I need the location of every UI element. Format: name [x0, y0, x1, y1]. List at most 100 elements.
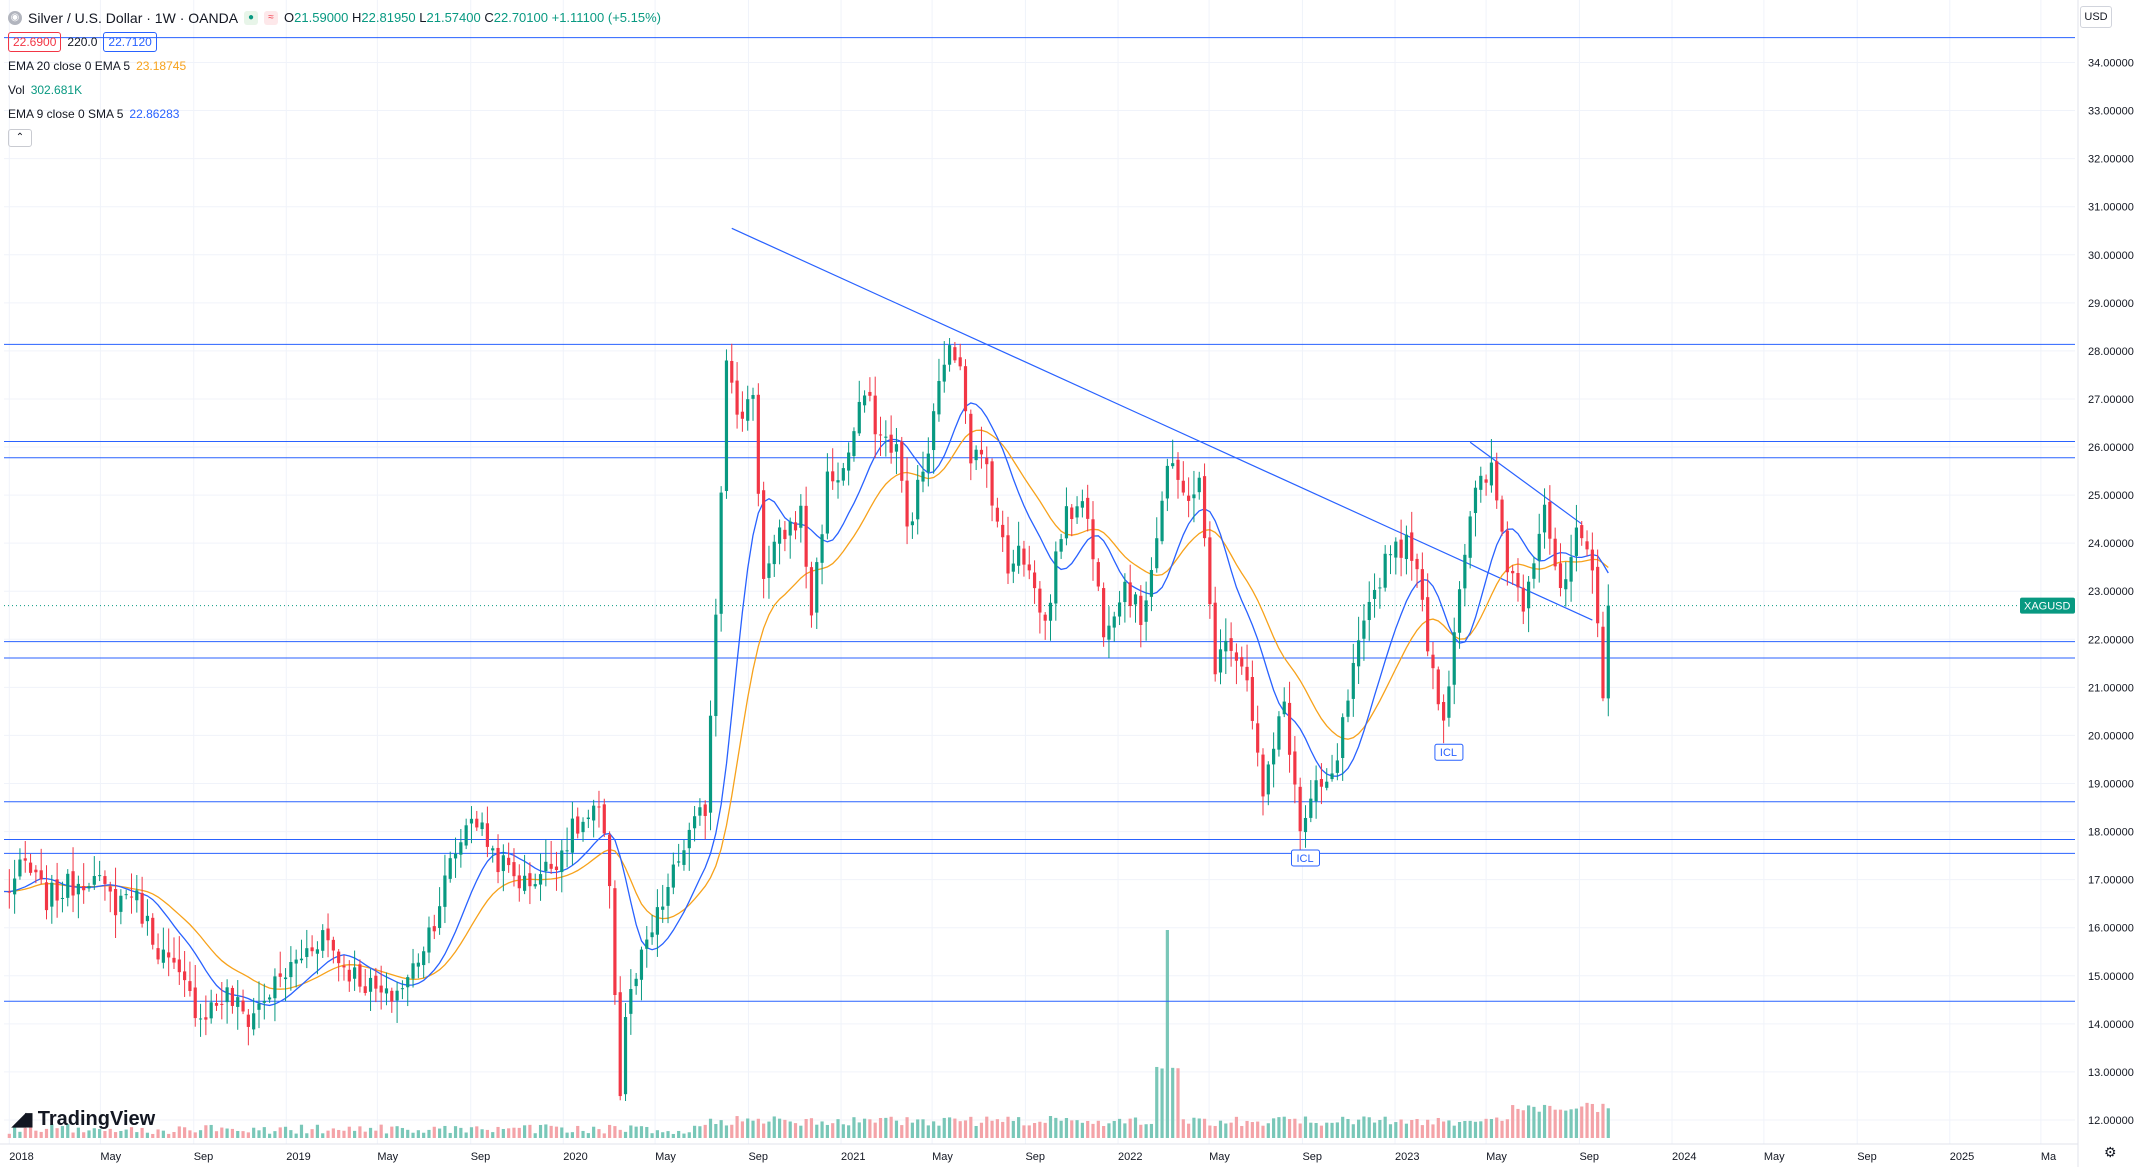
candle[interactable] [576, 807, 580, 839]
candle-body[interactable] [156, 948, 160, 960]
candle[interactable] [1187, 477, 1191, 518]
candle-body[interactable] [220, 1003, 224, 1005]
candle[interactable] [28, 853, 33, 876]
candle[interactable] [124, 889, 128, 900]
candle[interactable] [512, 848, 516, 887]
candle-body[interactable] [1038, 588, 1042, 613]
candle[interactable] [666, 873, 670, 924]
candle-body[interactable] [1266, 764, 1270, 795]
candles[interactable] [7, 338, 1610, 1102]
candle[interactable] [7, 869, 11, 909]
candle[interactable] [1006, 516, 1010, 585]
candle-body[interactable] [762, 490, 766, 579]
candle[interactable] [1420, 552, 1424, 612]
candle[interactable] [66, 869, 70, 907]
candle-body[interactable] [1261, 754, 1265, 797]
candle[interactable] [1580, 521, 1584, 546]
candle-body[interactable] [321, 930, 325, 951]
candle-body[interactable] [7, 891, 11, 893]
candle[interactable] [852, 427, 856, 462]
trendline[interactable] [731, 227, 1593, 621]
candle[interactable] [443, 854, 447, 924]
candle[interactable] [1091, 501, 1095, 581]
candle[interactable] [103, 870, 107, 901]
candle[interactable] [1102, 582, 1106, 647]
candle[interactable] [857, 380, 861, 436]
candle[interactable] [1213, 586, 1217, 682]
candle[interactable] [740, 391, 744, 432]
annotations[interactable]: ICL ICL [1290, 743, 1464, 867]
candle[interactable] [1489, 439, 1494, 493]
candle-body[interactable] [1500, 499, 1504, 532]
candle[interactable] [953, 341, 957, 363]
candle[interactable] [1351, 643, 1355, 717]
candle[interactable] [629, 969, 633, 1035]
candle[interactable] [1245, 644, 1249, 692]
candle[interactable] [129, 873, 134, 914]
candle-body[interactable] [1532, 563, 1536, 579]
candle-body[interactable] [427, 927, 431, 953]
candle-body[interactable] [119, 895, 123, 912]
candle-body[interactable] [623, 1017, 628, 1095]
candle-body[interactable] [714, 614, 718, 717]
approx-icon[interactable]: ≈ [264, 11, 279, 25]
candle[interactable] [1574, 504, 1579, 572]
candle-body[interactable] [337, 951, 341, 964]
candle-body[interactable] [438, 906, 442, 928]
icl-label-box[interactable] [1434, 743, 1464, 761]
candle[interactable] [55, 862, 59, 918]
candle[interactable] [1054, 541, 1058, 621]
candle[interactable] [1346, 689, 1350, 723]
candle[interactable] [491, 845, 495, 863]
candle[interactable] [273, 968, 277, 1022]
candle-body[interactable] [1006, 535, 1010, 574]
trendline[interactable] [1469, 441, 1583, 525]
candle-body[interactable] [1075, 506, 1079, 518]
candle[interactable] [1548, 485, 1552, 555]
candle[interactable] [363, 968, 367, 996]
candle[interactable] [1415, 553, 1419, 588]
candle-body[interactable] [1537, 533, 1541, 561]
candle-body[interactable] [55, 879, 59, 901]
candle[interactable] [400, 980, 405, 1000]
candle[interactable] [1208, 521, 1212, 619]
candle[interactable] [1038, 581, 1042, 634]
candle[interactable] [560, 839, 564, 893]
candle-body[interactable] [1208, 537, 1212, 605]
candle-body[interactable] [422, 951, 426, 966]
candle[interactable] [1505, 521, 1509, 586]
candle[interactable] [756, 383, 760, 507]
candle-body[interactable] [374, 975, 378, 989]
candle[interactable] [257, 981, 261, 1029]
candle[interactable] [485, 806, 490, 858]
candle-body[interactable] [1001, 524, 1005, 538]
candle-body[interactable] [523, 875, 527, 891]
candle-body[interactable] [177, 959, 181, 973]
candle[interactable] [1341, 713, 1345, 781]
candle[interactable] [108, 881, 112, 913]
candle-body[interactable] [1149, 569, 1154, 597]
candle-body[interactable] [485, 823, 490, 847]
candle-body[interactable] [602, 804, 606, 834]
candle-body[interactable] [310, 947, 314, 952]
candle-body[interactable] [570, 818, 574, 853]
candle-body[interactable] [1234, 652, 1239, 661]
candle-body[interactable] [942, 364, 946, 382]
candle-body[interactable] [740, 411, 744, 419]
candle-body[interactable] [1420, 569, 1424, 600]
candle[interactable] [1080, 489, 1084, 518]
candle-body[interactable] [793, 522, 798, 531]
candle[interactable] [1001, 510, 1005, 553]
candle[interactable] [592, 799, 596, 838]
candle[interactable] [1394, 537, 1398, 575]
candle[interactable] [900, 436, 904, 493]
candle-body[interactable] [873, 395, 877, 435]
candle[interactable] [1388, 545, 1393, 575]
candle-body[interactable] [161, 949, 165, 963]
candle[interactable] [501, 844, 505, 892]
candle-body[interactable] [1043, 614, 1047, 621]
candle[interactable] [1569, 534, 1573, 602]
candle-body[interactable] [724, 360, 729, 492]
candle-body[interactable] [554, 866, 559, 870]
